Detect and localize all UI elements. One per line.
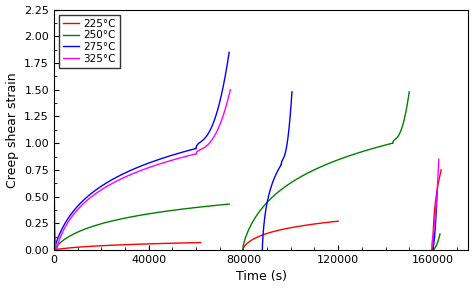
Line: 275°C: 275°C <box>55 149 196 250</box>
275°C <box>136 165 142 169</box>
225°C <box>194 241 200 244</box>
275°C <box>190 148 195 151</box>
225°C <box>172 241 177 245</box>
250°C <box>52 248 57 252</box>
275°C <box>120 173 126 176</box>
275°C <box>119 173 125 176</box>
275°C <box>128 168 134 172</box>
325°C <box>53 244 58 248</box>
325°C <box>53 245 58 248</box>
Legend: 225°C, 250°C, 275°C, 325°C: 225°C, 250°C, 275°C, 325°C <box>59 15 119 68</box>
250°C <box>135 214 140 217</box>
325°C <box>53 246 59 249</box>
325°C <box>55 248 60 252</box>
250°C <box>146 212 152 216</box>
325°C <box>53 247 59 250</box>
275°C <box>52 248 57 252</box>
325°C <box>55 248 60 252</box>
250°C <box>136 214 141 217</box>
Y-axis label: Creep shear strain: Creep shear strain <box>6 72 18 188</box>
225°C <box>198 241 203 244</box>
325°C <box>54 248 60 251</box>
225°C <box>122 243 128 247</box>
225°C <box>51 248 57 252</box>
250°C <box>226 202 232 206</box>
X-axis label: Time (s): Time (s) <box>236 271 287 284</box>
Line: 225°C: 225°C <box>54 242 201 250</box>
250°C <box>155 211 161 214</box>
225°C <box>138 242 144 246</box>
250°C <box>195 205 201 209</box>
275°C <box>193 147 199 150</box>
Line: 250°C: 250°C <box>55 204 229 250</box>
275°C <box>168 154 173 158</box>
325°C <box>51 147 57 150</box>
250°C <box>222 203 228 206</box>
Line: 325°C: 325°C <box>54 148 57 250</box>
225°C <box>130 243 136 246</box>
225°C <box>121 243 127 247</box>
